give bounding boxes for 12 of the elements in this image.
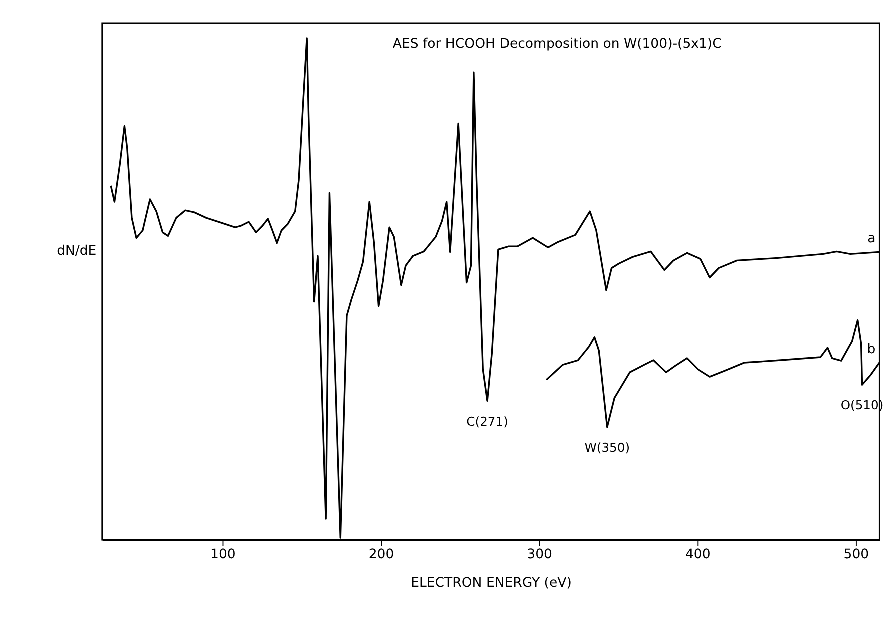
annotation: C(271) — [466, 414, 508, 429]
y-axis-title: dN/dE — [57, 244, 97, 259]
x-tick-label: 200 — [368, 548, 394, 563]
series-label: b — [867, 342, 876, 358]
annotation: W(350) — [584, 440, 630, 455]
x-axis-title: ELECTRON ENERGY (eV) — [411, 576, 572, 592]
x-tick-label: 100 — [210, 548, 236, 563]
chart-title: AES for HCOOH Decomposition on W(100)-(5x1)C — [392, 37, 722, 52]
x-tick-label: 300 — [527, 548, 552, 563]
series-label: a — [868, 232, 876, 247]
x-tick-label: 500 — [844, 548, 870, 563]
x-tick-label: 400 — [685, 548, 711, 563]
